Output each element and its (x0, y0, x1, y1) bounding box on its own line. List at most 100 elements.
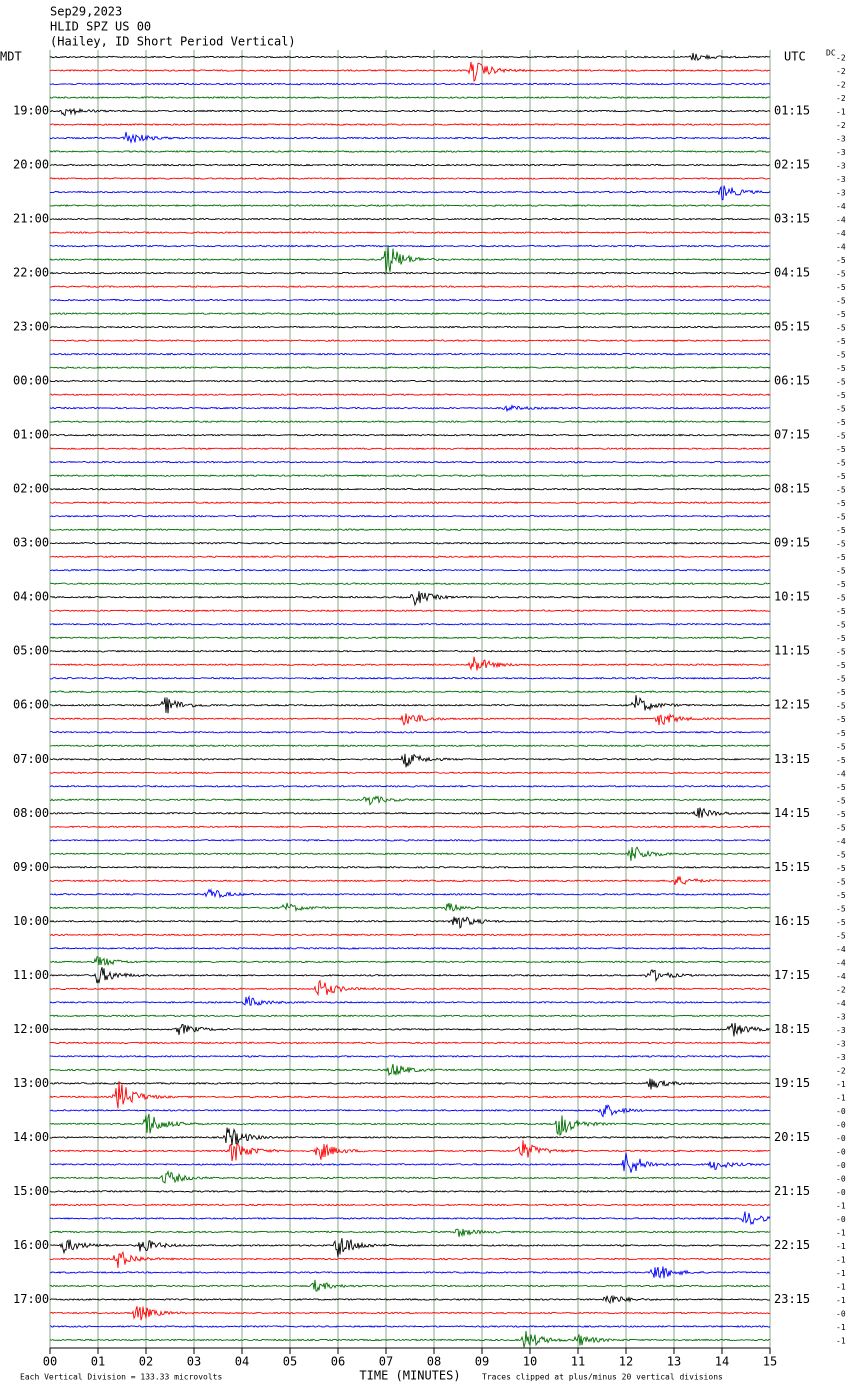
dc-value: -0 (836, 1134, 846, 1143)
left-hour-label: 23:00 (13, 320, 49, 334)
trace (49, 946, 771, 950)
dc-value: -4 (836, 972, 846, 981)
right-hour-label: 19:15 (774, 1076, 810, 1090)
dc-value: -5 (836, 729, 846, 738)
trace (49, 82, 771, 86)
trace (50, 501, 771, 505)
dc-value: -5 (836, 256, 846, 265)
dc-value: -2 (836, 1066, 846, 1075)
trace (49, 916, 771, 929)
dc-header: DC (826, 49, 836, 58)
left-hour-label: 19:00 (13, 104, 49, 118)
trace (49, 528, 771, 532)
trace (49, 150, 771, 153)
dc-value: -3 (836, 162, 846, 171)
trace (49, 231, 771, 235)
trace (50, 555, 771, 559)
trace (49, 795, 771, 806)
trace (50, 1238, 771, 1258)
right-hour-label: 07:15 (774, 428, 810, 442)
trace (49, 838, 771, 842)
dc-value: -5 (836, 270, 846, 279)
dc-value: -5 (836, 540, 846, 549)
trace (49, 1250, 771, 1268)
dc-value: -1 (836, 108, 846, 117)
right-hour-label: 16:15 (774, 914, 810, 928)
right-hour-label: 08:15 (774, 482, 810, 496)
right-hour-label: 22:15 (774, 1238, 810, 1252)
x-tick-label: 11 (571, 1355, 585, 1369)
left-hour-label: 16:00 (13, 1238, 49, 1252)
trace (49, 784, 771, 788)
dc-value: -1 (836, 1228, 846, 1237)
trace (49, 1228, 771, 1238)
trace (49, 61, 771, 82)
left-hour-label: 20:00 (13, 158, 49, 172)
dc-value: -5 (836, 364, 846, 373)
trace (49, 956, 771, 966)
dc-value: -5 (836, 567, 846, 576)
trace (49, 933, 771, 937)
dc-value: -5 (836, 418, 846, 427)
right-hour-label: 20:15 (774, 1130, 810, 1144)
trace (49, 1330, 771, 1348)
dc-value: -3 (836, 175, 846, 184)
dc-value: -0 (836, 1120, 846, 1129)
trace (49, 325, 771, 329)
dc-value: -5 (836, 445, 846, 454)
trace (49, 217, 771, 221)
trace (49, 379, 771, 383)
title-line: Sep29,2023 (50, 5, 122, 19)
trace (49, 339, 771, 342)
trace (49, 107, 771, 117)
trace (49, 1127, 771, 1146)
dc-value: -1 (836, 1323, 846, 1332)
right-hour-label: 13:15 (774, 752, 810, 766)
x-tick-label: 05 (283, 1355, 297, 1369)
dc-value: -3 (836, 1012, 846, 1021)
left-hour-label: 15:00 (13, 1184, 49, 1198)
trace (49, 865, 771, 869)
x-tick-label: 01 (91, 1355, 105, 1369)
right-hour-label: 09:15 (774, 536, 810, 550)
trace (49, 622, 771, 626)
dc-value: -0 (836, 1161, 846, 1170)
dc-value: -5 (836, 702, 846, 711)
dc-value: -5 (836, 715, 846, 724)
dc-value: -4 (836, 202, 846, 211)
trace (49, 433, 771, 437)
dc-value: -5 (836, 783, 846, 792)
left-hour-label: 12:00 (13, 1022, 49, 1036)
trace (49, 52, 771, 61)
trace (49, 995, 771, 1006)
left-hour-label: 21:00 (13, 212, 49, 226)
dc-value: -5 (836, 486, 846, 495)
trace (49, 1294, 771, 1305)
left-hour-label: 11:00 (13, 968, 49, 982)
dc-value: -5 (836, 823, 846, 832)
dc-value: -4 (836, 216, 846, 225)
dc-value: -5 (836, 499, 846, 508)
dc-value: -5 (836, 877, 846, 886)
dc-value: -4 (836, 243, 846, 252)
trace (49, 245, 771, 274)
dc-value: -4 (836, 958, 846, 967)
trace (49, 1279, 771, 1292)
trace (49, 649, 771, 653)
trace (49, 1063, 771, 1077)
dc-value: -5 (836, 931, 846, 940)
trace (49, 366, 771, 370)
dc-value: -5 (836, 513, 846, 522)
dc-value: -5 (836, 742, 846, 751)
dc-value: -0 (836, 1174, 846, 1183)
left-hour-label: 02:00 (13, 482, 49, 496)
left-timezone: MDT (0, 50, 22, 64)
trace (49, 1306, 771, 1321)
dc-value: -5 (836, 607, 846, 616)
dc-value: -4 (836, 945, 846, 954)
right-hour-label: 21:15 (774, 1184, 810, 1198)
dc-value: -5 (836, 594, 846, 603)
trace (49, 1054, 771, 1058)
dc-value: -5 (836, 580, 846, 589)
